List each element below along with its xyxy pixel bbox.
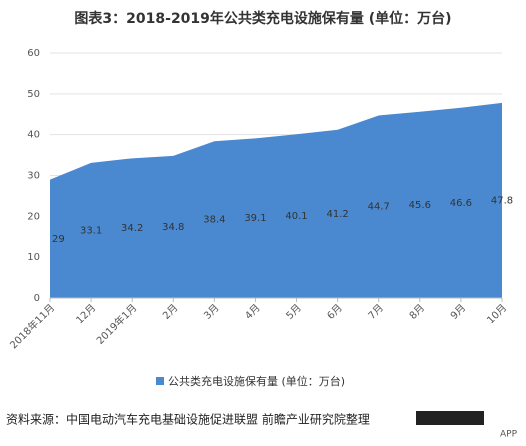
data-label: 29 bbox=[52, 234, 65, 245]
data-label: 39.1 bbox=[244, 213, 266, 224]
data-label: 33.1 bbox=[80, 225, 102, 236]
y-tick-label: 60 bbox=[27, 48, 40, 59]
y-tick-label: 10 bbox=[27, 252, 40, 263]
y-tick-label: 50 bbox=[27, 89, 40, 100]
x-tick-label: 9月 bbox=[448, 302, 468, 322]
data-label: 44.7 bbox=[368, 202, 390, 213]
y-tick-label: 0 bbox=[34, 293, 40, 304]
x-tick-label: 10月 bbox=[485, 302, 510, 327]
x-tick-label: 6月 bbox=[325, 302, 345, 322]
y-tick-label: 20 bbox=[27, 211, 40, 222]
redaction bbox=[416, 411, 484, 425]
data-label: 34.2 bbox=[121, 223, 143, 234]
data-label: 41.2 bbox=[327, 209, 349, 220]
legend-label: 公共类充电设施保有量 (单位：万台) bbox=[168, 374, 345, 388]
chart-title: 图表3：2018-2019年公共类充电设施保有量 (单位：万台) bbox=[74, 10, 451, 27]
x-tick-label: 2019年1月 bbox=[94, 301, 140, 347]
x-tick-label: 12月 bbox=[74, 302, 99, 327]
x-tick-label: 2018年11月 bbox=[7, 301, 57, 351]
x-tick-label: 7月 bbox=[366, 302, 386, 322]
data-label: 34.8 bbox=[162, 222, 184, 233]
x-tick-label: 4月 bbox=[243, 302, 263, 322]
y-tick-label: 40 bbox=[27, 130, 40, 141]
x-tick-label: 8月 bbox=[407, 302, 427, 322]
x-tick-label: 3月 bbox=[202, 302, 222, 322]
data-label: 40.1 bbox=[285, 211, 307, 222]
x-tick-label: 2月 bbox=[160, 302, 180, 322]
data-label: 46.6 bbox=[450, 198, 472, 209]
x-tick-label: 5月 bbox=[284, 302, 304, 322]
source-note: 资料来源：中国电动汽车充电基础设施促进联盟 前瞻产业研究院整理 bbox=[6, 412, 370, 427]
data-label: 45.6 bbox=[409, 200, 431, 211]
area bbox=[50, 102, 502, 298]
legend-swatch bbox=[156, 377, 164, 385]
data-label: 38.4 bbox=[203, 215, 225, 226]
data-label: 47.8 bbox=[491, 195, 513, 206]
y-tick-label: 30 bbox=[27, 171, 40, 182]
watermark: APP bbox=[500, 430, 518, 440]
